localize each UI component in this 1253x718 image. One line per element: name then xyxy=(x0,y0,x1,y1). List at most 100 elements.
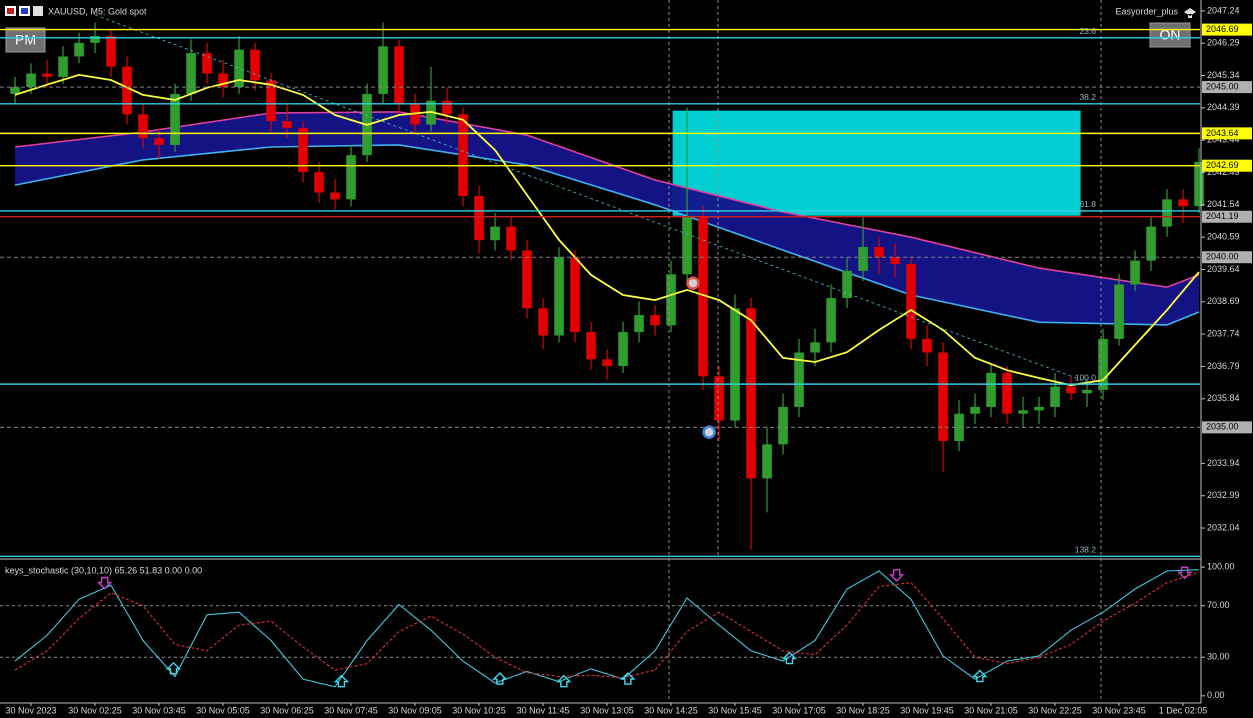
candle-body xyxy=(106,36,116,67)
candle-body xyxy=(122,66,132,115)
button[interactable]: ON xyxy=(1149,22,1191,48)
candle-body xyxy=(986,372,996,407)
fib-label: 138.2 xyxy=(1075,545,1097,555)
fib-label: 61.8 xyxy=(1079,199,1096,209)
x-tick-label: 30 Nov 07:45 xyxy=(324,705,378,715)
y-tick-label: 2046.29 xyxy=(1207,38,1240,48)
candle-body xyxy=(282,121,292,128)
candle-body xyxy=(714,376,724,421)
fib-label: 100.0 xyxy=(1075,372,1097,382)
candle-body xyxy=(442,100,452,115)
candle-body xyxy=(730,308,740,421)
x-tick-label: 30 Nov 15:45 xyxy=(708,705,762,715)
candle-body xyxy=(1194,161,1204,207)
button[interactable]: PM xyxy=(5,27,46,53)
button-bg[interactable] xyxy=(1149,22,1191,48)
fib-label: 38.2 xyxy=(1079,92,1096,102)
x-tick-label: 30 Nov 11:45 xyxy=(517,705,570,715)
candle-body xyxy=(922,338,932,353)
candle-body xyxy=(218,73,228,88)
buy-signal xyxy=(492,672,508,685)
buy-signal xyxy=(620,672,636,685)
level-label-bg xyxy=(1202,210,1252,223)
candle-body xyxy=(698,216,708,377)
candle-body xyxy=(570,257,580,333)
candle-body xyxy=(330,192,340,200)
candle-body xyxy=(810,342,820,353)
level-label-bg xyxy=(1202,81,1252,94)
sell-signal xyxy=(888,569,905,582)
candle-body xyxy=(1050,386,1060,407)
candle-body xyxy=(586,332,596,360)
x-tick-label: 30 Nov 17:05 xyxy=(772,705,826,715)
candle-body xyxy=(170,93,180,145)
candle-body xyxy=(58,56,68,77)
button-label[interactable]: PM xyxy=(15,32,36,48)
candle-body xyxy=(74,42,84,57)
candle-body xyxy=(202,53,212,74)
x-tick-label: 30 Nov 02:25 xyxy=(68,705,122,715)
x-tick-label: 30 Nov 2023 xyxy=(6,705,57,715)
candle-body xyxy=(826,298,836,343)
buy-signal xyxy=(556,674,572,688)
level-label: 2042.69 xyxy=(1206,160,1239,170)
icon xyxy=(21,8,28,14)
candle-body xyxy=(1034,406,1044,411)
y-tick-label: 70.00 xyxy=(1207,600,1230,610)
candle-body xyxy=(682,216,692,275)
y-tick-label: 2032.04 xyxy=(1207,522,1240,532)
x-tick-label: 30 Nov 06:25 xyxy=(260,705,314,715)
candle-body xyxy=(906,264,916,339)
trade-marker xyxy=(686,276,700,290)
buy-signal xyxy=(972,669,988,683)
candle-body xyxy=(506,226,516,251)
level-label-bg xyxy=(1202,127,1252,140)
button-label[interactable]: ON xyxy=(1160,27,1181,43)
candle-body xyxy=(42,73,52,77)
button-bg[interactable] xyxy=(5,27,46,53)
candle-body xyxy=(186,53,196,94)
level-label-bg xyxy=(1202,159,1252,172)
candle-body xyxy=(554,257,564,336)
candle-body xyxy=(90,36,100,43)
x-tick-label: 30 Nov 22:25 xyxy=(1028,705,1082,715)
y-tick-label: 2039.64 xyxy=(1207,264,1240,274)
candle-body xyxy=(634,315,644,333)
candle-body xyxy=(618,332,628,367)
candle-body xyxy=(314,172,324,193)
y-tick-label: 0.00 xyxy=(1207,690,1225,700)
buy-signal xyxy=(333,674,350,688)
candle-body xyxy=(970,406,980,414)
header: XAUUSD, M5: Gold spot Easyorder_plus xyxy=(5,6,1196,18)
buy-signal xyxy=(165,661,182,675)
x-tick-label: 30 Nov 14:25 xyxy=(644,705,698,715)
candle-body xyxy=(1146,226,1156,261)
x-tick-label: 30 Nov 21:05 xyxy=(964,705,1018,715)
sell-signal xyxy=(1176,566,1193,580)
candle-body xyxy=(794,352,804,407)
plot-area xyxy=(10,22,1204,550)
moving-average xyxy=(14,73,1200,387)
candle-body xyxy=(378,46,388,94)
candle-body xyxy=(1066,386,1076,394)
candle-body xyxy=(858,247,868,271)
candle-body xyxy=(1162,199,1172,227)
level-label: 2046.69 xyxy=(1206,24,1239,34)
candle-body xyxy=(746,308,756,479)
level-label-bg xyxy=(1202,23,1252,36)
candle-body xyxy=(490,226,500,241)
candle-body xyxy=(154,138,164,145)
x-tick-label: 30 Nov 03:45 xyxy=(132,705,186,715)
chart-title: XAUUSD, M5: Gold spot xyxy=(48,6,147,16)
level-label: 2035.00 xyxy=(1206,422,1239,432)
icon xyxy=(7,8,14,14)
level-label: 2040.00 xyxy=(1206,252,1239,262)
level-label-bg xyxy=(1202,421,1252,434)
candle-body xyxy=(1002,372,1012,414)
x-tick-label: 30 Nov 10:25 xyxy=(452,705,506,715)
y-tick-label: 2036.79 xyxy=(1207,361,1240,371)
y-tick-label: 2042.49 xyxy=(1207,167,1240,177)
ea-label: Easyorder_plus xyxy=(1115,6,1178,16)
x-tick-label: 30 Nov 09:05 xyxy=(388,705,442,715)
